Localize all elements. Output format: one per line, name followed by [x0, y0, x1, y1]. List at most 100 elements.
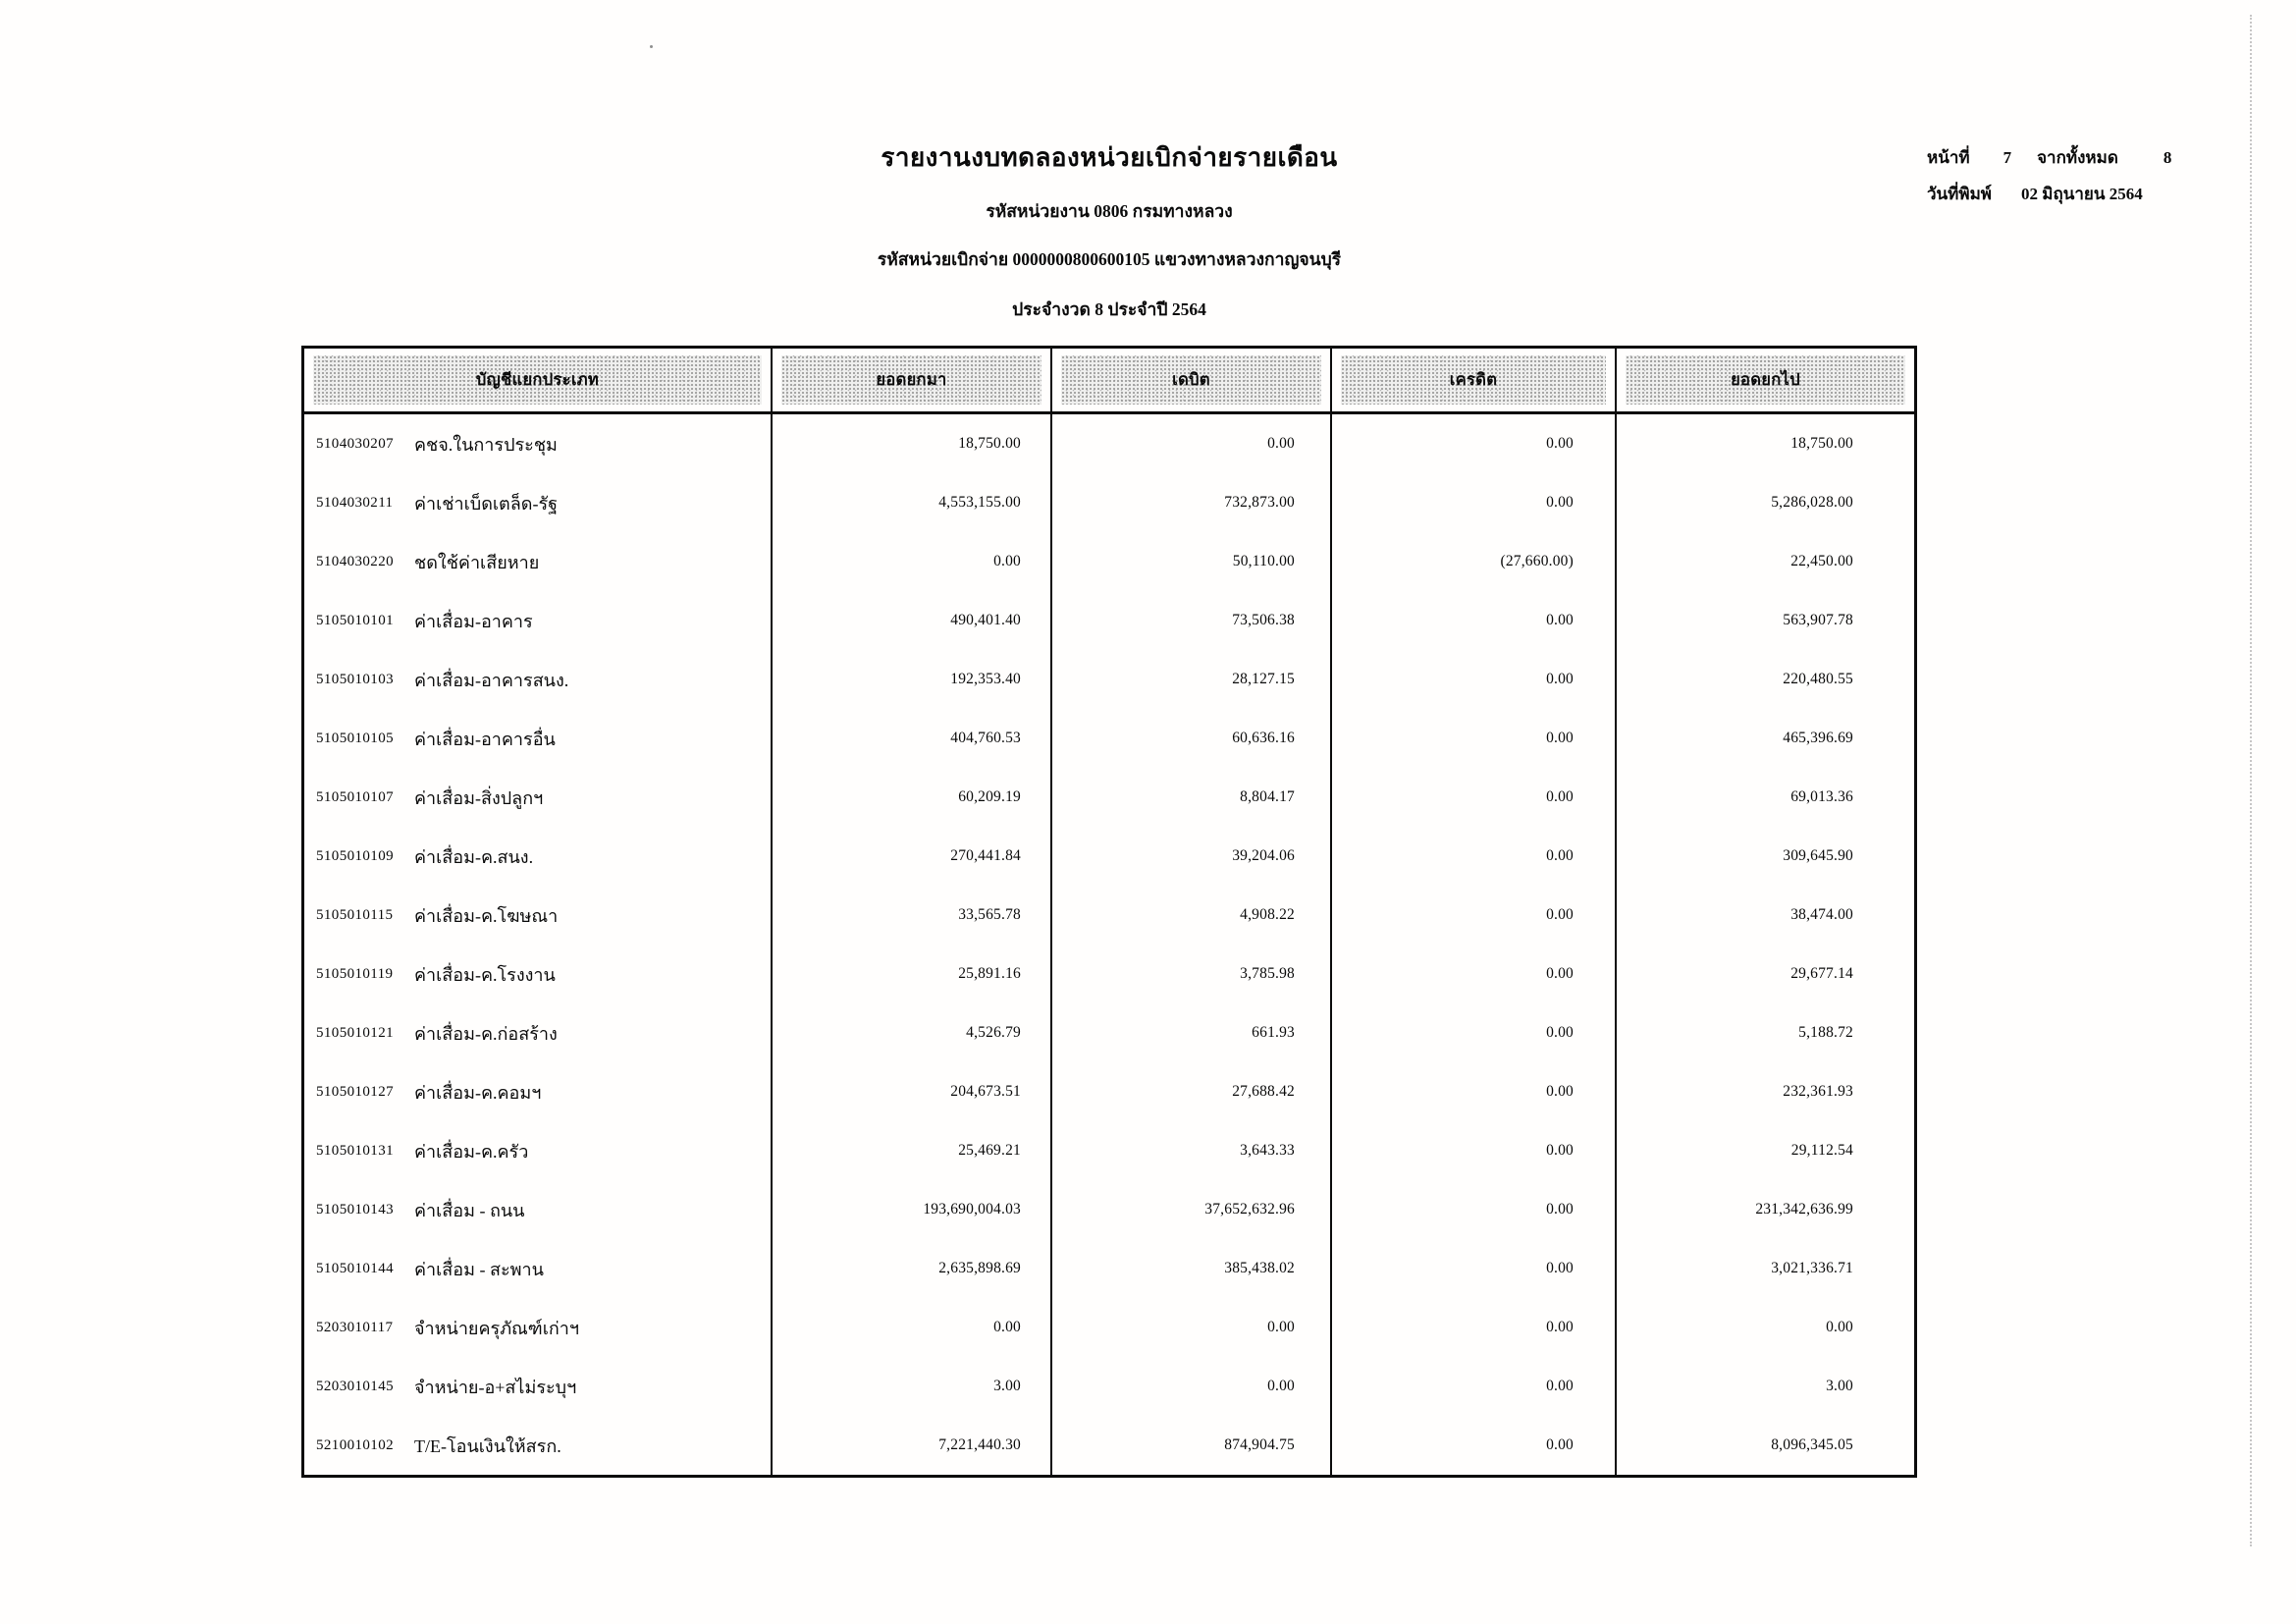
ending-balance: 3,021,336.71	[1615, 1239, 1914, 1298]
debit-amount: 3,643.33	[1050, 1121, 1330, 1180]
table-row: 5105010143 ค่าเสื่อม - ถนน 193,690,004.03 3…	[304, 1180, 1914, 1239]
account-code: 5105010121	[316, 1024, 394, 1041]
account-name: ค่าเสื่อม-ค.โรงงาน	[414, 964, 556, 985]
credit-amount: 0.00	[1330, 1121, 1615, 1180]
ending-balance: 29,677.14	[1615, 945, 1914, 1003]
account-code: 5104030207	[316, 435, 394, 452]
account-code: 5105010144	[316, 1260, 394, 1276]
page-number-line: หน้าที่ 7 จากทั้งหมด 8	[1927, 139, 2182, 176]
trial-balance-table: บัญชีแยกประเภท ยอดยกมา เดบิต เครดิต ยอดย…	[301, 346, 1917, 1478]
credit-amount: 0.00	[1330, 945, 1615, 1003]
report-header: รายงานงบทดลองหน่วยเบิกจ่ายรายเดือน รหัสห…	[301, 137, 1917, 323]
ending-balance: 563,907.78	[1615, 591, 1914, 650]
account-code: 5105010109	[316, 847, 394, 864]
page-info: หน้าที่ 7 จากทั้งหมด 8 วันที่พิมพ์ 02 มิถุนา…	[1927, 139, 2182, 212]
table-row: 5105010103 ค่าเสื่อม-อาคารสนง. 192,353.40 2…	[304, 650, 1914, 709]
beginning-balance: 33,565.78	[771, 886, 1050, 945]
beginning-balance: 4,553,155.00	[771, 473, 1050, 532]
beginning-balance: 3.00	[771, 1357, 1050, 1416]
beginning-balance: 2,635,898.69	[771, 1239, 1050, 1298]
account-name: ค่าเช่าเบ็ดเตล็ด-รัฐ	[414, 493, 559, 514]
ending-balance: 5,188.72	[1615, 1003, 1914, 1062]
ending-balance: 220,480.55	[1615, 650, 1914, 709]
credit-amount: 0.00	[1330, 1357, 1615, 1416]
table-header-row: บัญชีแยกประเภท ยอดยกมา เดบิต เครดิต ยอดย…	[304, 349, 1914, 414]
credit-amount: 0.00	[1330, 1416, 1615, 1475]
beginning-balance: 60,209.19	[771, 768, 1050, 827]
credit-amount: 0.00	[1330, 709, 1615, 768]
page-number-value: 7	[2002, 148, 2012, 167]
ending-balance: 309,645.90	[1615, 827, 1914, 886]
credit-amount: 0.00	[1330, 827, 1615, 886]
ending-balance: 18,750.00	[1615, 414, 1914, 473]
debit-amount: 50,110.00	[1050, 532, 1330, 591]
table-row: 5105010115 ค่าเสื่อม-ค.โฆษณา 33,565.78 4,90…	[304, 886, 1914, 945]
ending-balance: 232,361.93	[1615, 1062, 1914, 1121]
account-code: 5105010131	[316, 1142, 394, 1159]
account-code: 5105010119	[316, 965, 394, 982]
account-name: จำหน่ายครุภัณฑ์เก่าฯ	[414, 1318, 579, 1338]
ending-balance: 465,396.69	[1615, 709, 1914, 768]
credit-amount: 0.00	[1330, 1180, 1615, 1239]
table-row: 5104030220 ชดใช้ค่าเสียหาย 0.00 50,110.00 (2…	[304, 532, 1914, 591]
account-cell: 5203010145 จำหน่าย-อ+สไม่ระบุฯ	[304, 1357, 771, 1416]
beginning-balance: 490,401.40	[771, 591, 1050, 650]
header-account-label: บัญชีแยกประเภท	[313, 355, 762, 405]
account-cell: 5105010115 ค่าเสื่อม-ค.โฆษณา	[304, 886, 771, 945]
table-row: 5105010127 ค่าเสื่อม-ค.คอมฯ 204,673.51 27,6…	[304, 1062, 1914, 1121]
account-name: ชดใช้ค่าเสียหาย	[414, 552, 540, 572]
account-code: 5105010107	[316, 788, 394, 805]
header-account-cell: บัญชีแยกประเภท	[304, 349, 771, 411]
ending-balance: 22,450.00	[1615, 532, 1914, 591]
ending-balance: 5,286,028.00	[1615, 473, 1914, 532]
account-cell: 5105010131 ค่าเสื่อม-ค.ครัว	[304, 1121, 771, 1180]
beginning-balance: 404,760.53	[771, 709, 1050, 768]
beginning-balance: 192,353.40	[771, 650, 1050, 709]
account-name: ค่าเสื่อม-อาคาร	[414, 611, 533, 631]
account-name: ค่าเสื่อม-ค.คอมฯ	[414, 1082, 542, 1103]
table-row: 5203010145 จำหน่าย-อ+สไม่ระบุฯ 3.00 0.00 0.0…	[304, 1357, 1914, 1416]
table-row: 5210010102 T/E-โอนเงินให้สรก. 7,221,440.30…	[304, 1416, 1914, 1475]
account-cell: 5104030211 ค่าเช่าเบ็ดเตล็ด-รัฐ	[304, 473, 771, 532]
account-cell: 5105010101 ค่าเสื่อม-อาคาร	[304, 591, 771, 650]
debit-amount: 732,873.00	[1050, 473, 1330, 532]
ending-balance: 0.00	[1615, 1298, 1914, 1357]
credit-amount: 0.00	[1330, 473, 1615, 532]
account-cell: 5105010127 ค่าเสื่อม-ค.คอมฯ	[304, 1062, 771, 1121]
ending-balance: 69,013.36	[1615, 768, 1914, 827]
debit-amount: 37,652,632.96	[1050, 1180, 1330, 1239]
debit-amount: 661.93	[1050, 1003, 1330, 1062]
debit-amount: 60,636.16	[1050, 709, 1330, 768]
credit-amount: 0.00	[1330, 1298, 1615, 1357]
scan-artifact-line	[2250, 15, 2252, 1546]
report-subtitle-disbursement-unit: รหัสหน่วยเบิกจ่าย 0000000800600105 แขวงท…	[877, 249, 1342, 269]
account-cell: 5105010121 ค่าเสื่อม-ค.ก่อสร้าง	[304, 1003, 771, 1062]
account-name: ค่าเสื่อม-สิ่งปลูกฯ	[414, 787, 544, 808]
account-name: คชจ.ในการประชุม	[414, 434, 558, 455]
table-row: 5104030207 คชจ.ในการประชุม 18,750.00 0.00 0.…	[304, 414, 1914, 473]
table-row: 5105010119 ค่าเสื่อม-ค.โรงงาน 25,891.16 3,7…	[304, 945, 1914, 1003]
account-code: 5210010102	[316, 1436, 394, 1453]
debit-amount: 28,127.15	[1050, 650, 1330, 709]
debit-amount: 874,904.75	[1050, 1416, 1330, 1475]
total-pages-value: 8	[2163, 148, 2172, 167]
beginning-balance: 270,441.84	[771, 827, 1050, 886]
credit-amount: 0.00	[1330, 1062, 1615, 1121]
credit-amount: 0.00	[1330, 1003, 1615, 1062]
account-name: ค่าเสื่อม - สะพาน	[414, 1259, 544, 1279]
account-name: ค่าเสื่อม-ค.ก่อสร้าง	[414, 1023, 558, 1044]
debit-amount: 0.00	[1050, 414, 1330, 473]
account-name: จำหน่าย-อ+สไม่ระบุฯ	[414, 1377, 577, 1397]
debit-amount: 73,506.38	[1050, 591, 1330, 650]
table-row: 5105010131 ค่าเสื่อม-ค.ครัว 25,469.21 3,643…	[304, 1121, 1914, 1180]
total-pages-label: จากทั้งหมด	[2037, 148, 2118, 167]
print-date-line: วันที่พิมพ์ 02 มิถุนายน 2564	[1927, 176, 2182, 212]
beginning-balance: 193,690,004.03	[771, 1180, 1050, 1239]
header-beginning-label: ยอดยกมา	[781, 355, 1041, 405]
beginning-balance: 0.00	[771, 1298, 1050, 1357]
account-cell: 5203010117 จำหน่ายครุภัณฑ์เก่าฯ	[304, 1298, 771, 1357]
ending-balance: 8,096,345.05	[1615, 1416, 1914, 1475]
beginning-balance: 0.00	[771, 532, 1050, 591]
table-row: 5104030211 ค่าเช่าเบ็ดเตล็ด-รัฐ 4,553,155.…	[304, 473, 1914, 532]
ending-balance: 29,112.54	[1615, 1121, 1914, 1180]
